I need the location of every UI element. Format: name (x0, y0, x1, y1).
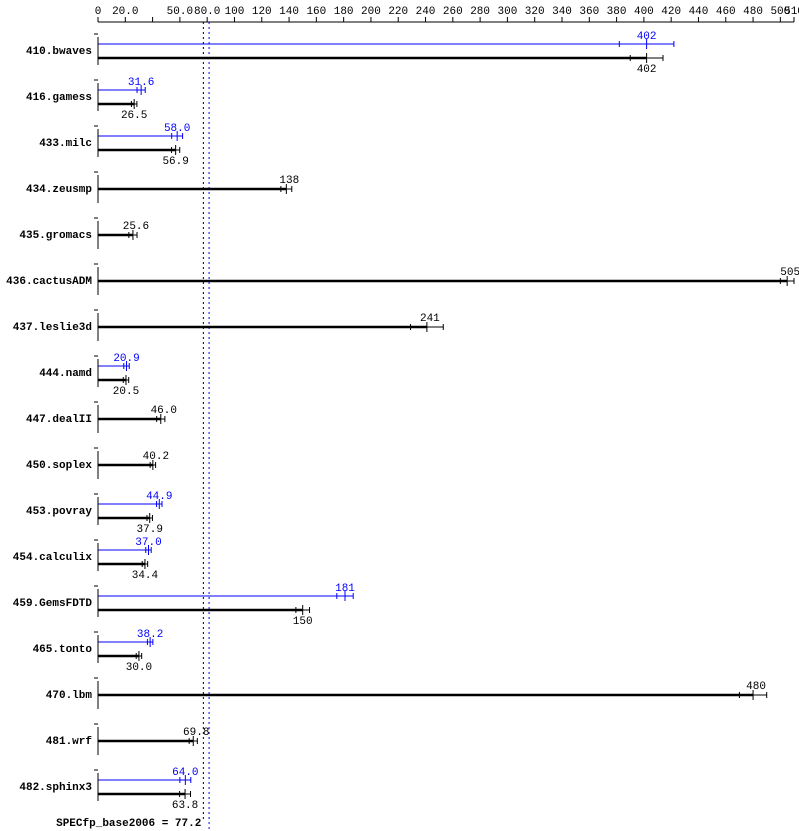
base-value-label: 40.2 (143, 451, 169, 463)
axis-tick-label: 240 (416, 6, 436, 18)
benchmark-row: 481.wrf 69.8 (46, 724, 210, 755)
axis-tick-label: 160 (306, 6, 326, 18)
base-value-label: 150 (293, 616, 313, 628)
peak-value-label: 38.2 (137, 629, 163, 641)
benchmark-label: 437.leslie3d (13, 322, 92, 334)
benchmark-row: 435.gromacs 25.6 (19, 218, 149, 249)
benchmark-row: 470.lbm 480 (46, 678, 767, 709)
benchmark-label: 450.soplex (26, 460, 92, 472)
base-value-label: 30.0 (126, 662, 152, 674)
benchmark-label: 434.zeusmp (26, 184, 92, 196)
benchmark-label: 481.wrf (46, 736, 93, 748)
peak-value-label: 64.0 (172, 767, 198, 779)
base-value-label: 505 (780, 267, 799, 279)
axis-tick-label: 220 (388, 6, 408, 18)
benchmark-label: 447.dealII (26, 414, 92, 426)
axis-tick-label: 0 (95, 6, 102, 18)
axis-tick-label: 50.0 (167, 6, 193, 18)
axis-tick-label: 100 (225, 6, 245, 18)
benchmark-label: 435.gromacs (19, 230, 92, 242)
axis-tick-label: 260 (443, 6, 463, 18)
base-value-label: 34.4 (132, 570, 159, 582)
benchmark-label: 436.cactusADM (6, 276, 92, 288)
axis-tick-label: 280 (470, 6, 490, 18)
benchmark-label: 459.GemsFDTD (13, 598, 93, 610)
axis-tick-label: 80.0 (194, 6, 220, 18)
benchmark-label: 416.gamess (26, 92, 92, 104)
benchmark-label: 454.calculix (13, 552, 93, 564)
base-value-label: 138 (279, 175, 299, 187)
peak-value-label: 44.9 (146, 491, 172, 503)
benchmark-row: 433.milc 56.9 58.0 (39, 123, 190, 168)
benchmark-row: 436.cactusADM 505 (6, 264, 799, 295)
base-value-label: 37.9 (137, 524, 163, 536)
axis-tick-label: 120 (252, 6, 272, 18)
benchmark-label: 453.povray (26, 506, 92, 518)
benchmark-row: 465.tonto 30.0 38.2 (33, 629, 164, 674)
axis-tick-label: 200 (361, 6, 381, 18)
peak-value-label: 37.0 (135, 537, 161, 549)
benchmark-row: 453.povray 37.9 44.9 (26, 491, 172, 536)
benchmark-row: 454.calculix 34.4 37.0 (13, 537, 162, 582)
benchmark-row: 416.gamess 26.5 31.6 (26, 77, 154, 122)
base-value-label: 402 (637, 64, 657, 76)
peak-value-label: 20.9 (113, 353, 139, 365)
benchmark-row: 459.GemsFDTD 150 181 (13, 583, 356, 628)
axis-tick-label: 380 (607, 6, 627, 18)
base-reference-label: SPECfp_base2006 = 77.2 (56, 818, 201, 830)
base-value-label: 63.8 (172, 800, 198, 812)
base-value-label: 46.0 (151, 405, 177, 417)
peak-value-label: 58.0 (164, 123, 190, 135)
peak-value-label: 402 (637, 31, 657, 43)
benchmark-label: 465.tonto (33, 644, 93, 656)
benchmark-row: 410.bwaves 402 402 (26, 31, 674, 76)
axis-tick-label: 400 (634, 6, 654, 18)
base-value-label: 56.9 (162, 156, 188, 168)
axis-tick-label: 460 (716, 6, 736, 18)
base-value-label: 241 (420, 313, 440, 325)
axis-tick-label: 480 (743, 6, 763, 18)
base-value-label: 69.8 (183, 727, 209, 739)
peak-value-label: 181 (335, 583, 355, 595)
axis-tick-label: 360 (579, 6, 599, 18)
peak-value-label: 31.6 (128, 77, 154, 89)
axis-tick-label: 140 (279, 6, 299, 18)
benchmark-row: 482.sphinx3 63.8 64.0 (19, 767, 198, 812)
axis-tick-label: 420 (661, 6, 681, 18)
benchmark-row: 447.dealII 46.0 (26, 402, 177, 433)
axis-tick-label: 340 (552, 6, 572, 18)
base-value-label: 20.5 (113, 386, 139, 398)
benchmark-label: 410.bwaves (26, 46, 92, 58)
benchmark-row: 444.namd 20.5 20.9 (39, 353, 140, 398)
axis-tick-label: 300 (498, 6, 518, 18)
benchmark-label: 482.sphinx3 (19, 782, 92, 794)
base-value-label: 26.5 (121, 110, 147, 122)
axis-tick-label: 20.0 (112, 6, 138, 18)
base-value-label: 25.6 (123, 221, 149, 233)
benchmark-label: 470.lbm (46, 690, 93, 702)
base-value-label: 480 (746, 681, 766, 693)
specfp-chart: 0 20.0 50.080.0 100 120 140 160 180 200 220 240 260… (0, 0, 799, 831)
axis-tick-label: 440 (689, 6, 709, 18)
benchmark-label: 444.namd (39, 368, 92, 380)
benchmark-row: 437.leslie3d 241 (13, 310, 443, 341)
axis-tick-label: 320 (525, 6, 545, 18)
axis-tick-label: 180 (334, 6, 354, 18)
axis-tick-label: 510 (784, 6, 799, 18)
benchmark-row: 450.soplex 40.2 (26, 448, 169, 479)
benchmark-label: 433.milc (39, 138, 92, 150)
benchmark-row: 434.zeusmp 138 (26, 172, 299, 203)
